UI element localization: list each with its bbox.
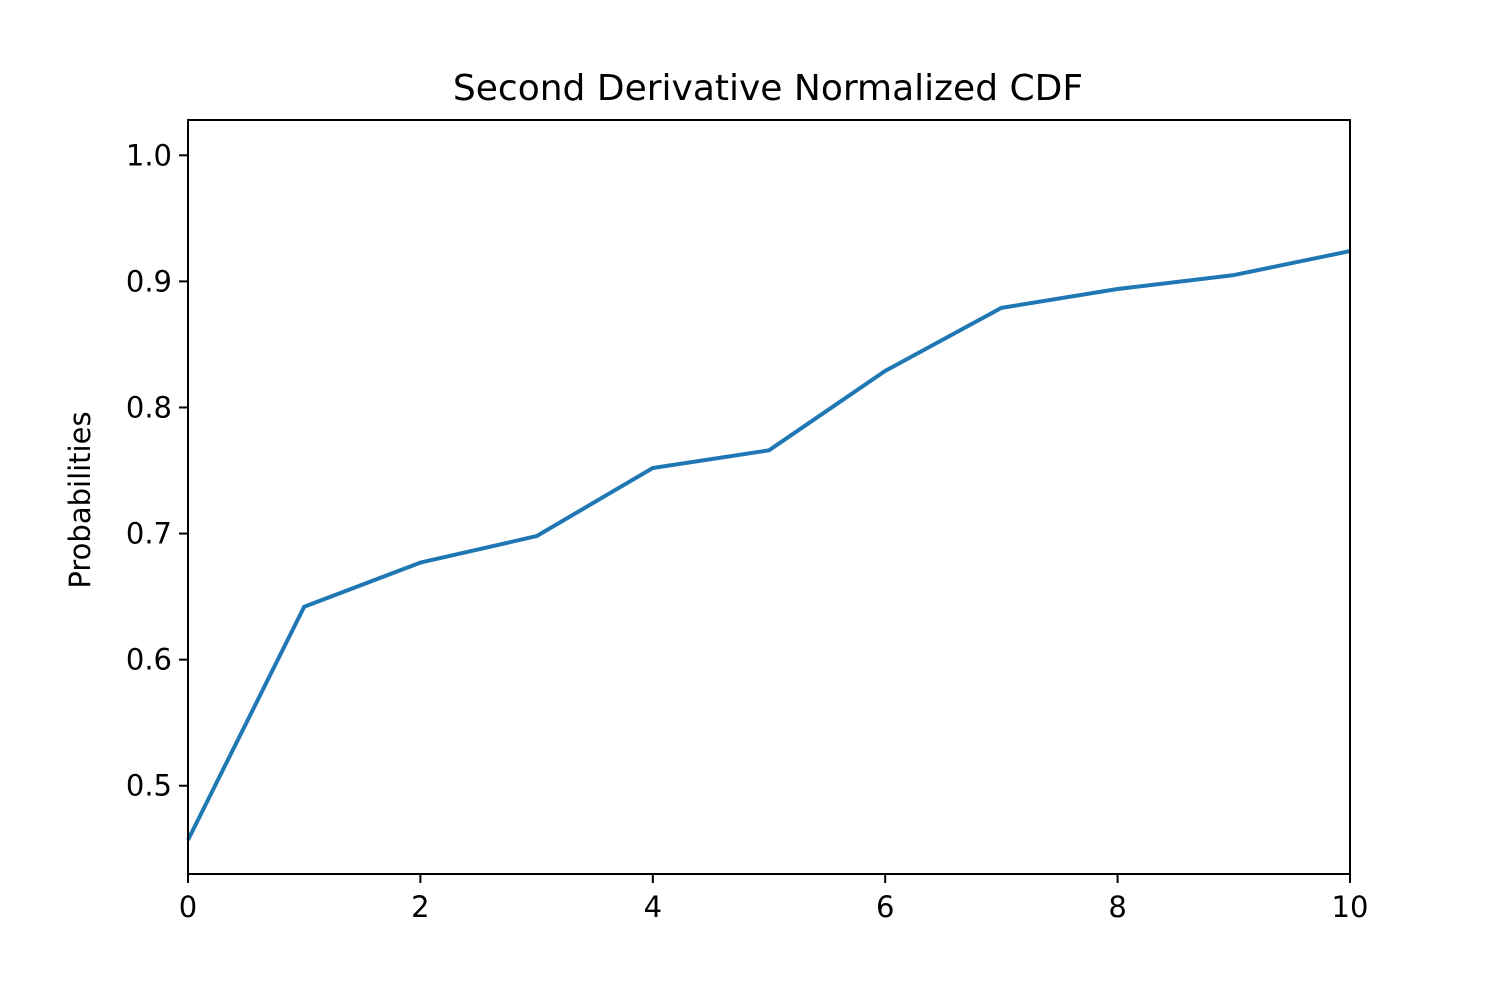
y-tick-label: 0.8: [126, 390, 172, 424]
series-layer: [186, 249, 1351, 841]
y-tick-label: 0.6: [126, 643, 172, 677]
x-tick-label: 8: [1108, 890, 1126, 924]
y-axis-label: Probabilities: [63, 411, 97, 588]
y-tick-label: 0.7: [126, 517, 172, 551]
y-tick-label: 1.0: [126, 138, 172, 172]
y-tick-label: 0.5: [126, 769, 172, 803]
x-tick-label: 4: [644, 890, 662, 924]
x-tick-label: 2: [411, 890, 429, 924]
y-tick-label: 0.9: [126, 264, 172, 298]
plot-area-frame: [187, 119, 1351, 875]
chart-title: Second Derivative Normalized CDF: [453, 68, 1083, 109]
x-axis-ticks: 0 2 4 6 8 10: [179, 874, 1369, 924]
series-line-0: [186, 249, 1351, 841]
x-tick-label: 0: [179, 890, 197, 924]
x-tick-label: 10: [1332, 890, 1369, 924]
x-tick-label: 6: [876, 890, 894, 924]
y-axis-ticks: 0.5 0.6 0.7 0.8 0.9 1.0: [126, 138, 188, 803]
